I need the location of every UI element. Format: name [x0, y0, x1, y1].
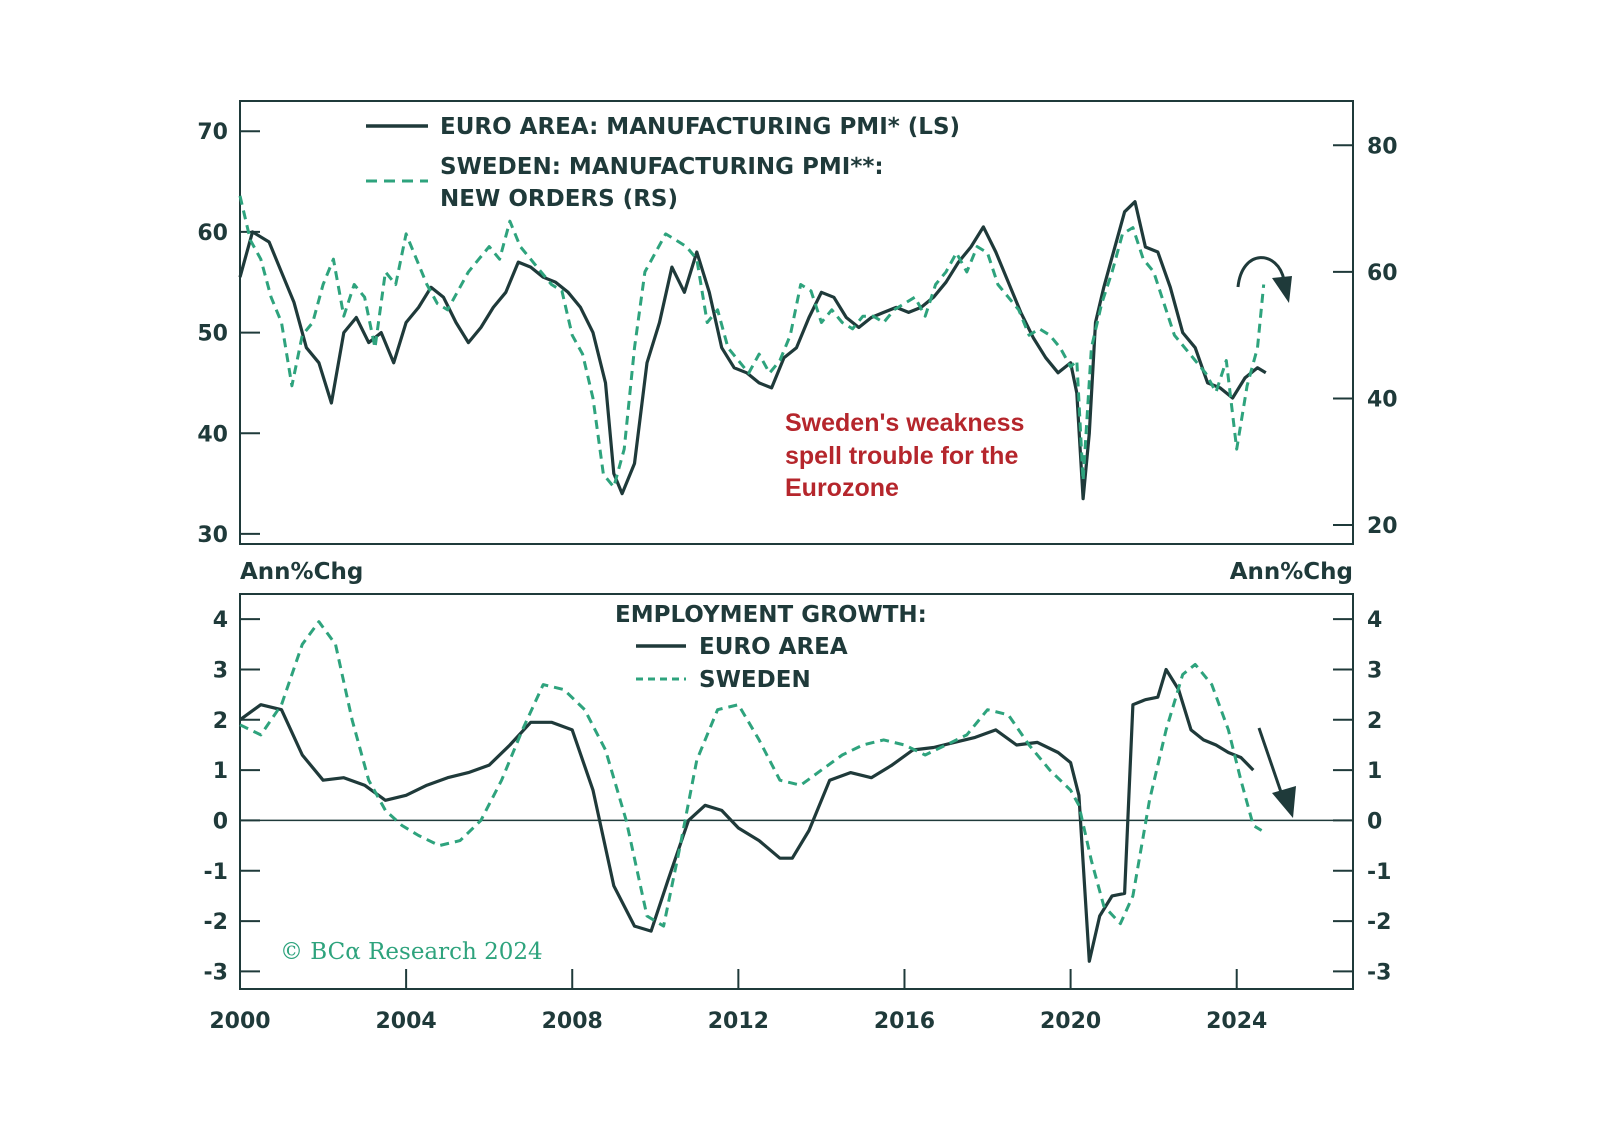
left-tick-label: -1 [204, 860, 228, 885]
right-tick-label: 20 [1367, 514, 1398, 539]
top-legend: EURO AREA: MANUFACTURING PMI* (LS) SWEDE… [366, 114, 960, 212]
curved-down-arrow-icon [1236, 256, 1292, 303]
left-tick-label: -2 [204, 910, 228, 935]
left-tick-label: 2 [213, 709, 228, 734]
top-panel-ticks: 70 60 50 40 30 80 60 40 20 [197, 120, 1397, 548]
bottom-panel-ticks: 4 4 3 3 2 2 1 1 0 0 -1 -1 -2 -2 -3 -3 2000 2004 2008 2012 20… [204, 608, 1392, 1034]
bottom-panel-frame [239, 593, 1354, 990]
legend-label-euro-pmi: EURO AREA: MANUFACTURING PMI* (LS) [440, 114, 960, 140]
down-arrow-icon [1257, 727, 1296, 818]
series-line-euro-pmi [238, 200, 1267, 501]
x-tick-label: 2020 [1040, 1009, 1101, 1034]
bottom-legend: EMPLOYMENT GROWTH: EURO AREA SWEDEN [615, 602, 927, 693]
legend-label-sweden-pmi-line2: NEW ORDERS (RS) [440, 186, 678, 212]
right-tick-label: 1 [1367, 759, 1382, 784]
x-tick-label: 2024 [1206, 1009, 1267, 1034]
left-tick-label: 4 [213, 608, 228, 633]
copyright-notice: © BCα Research 2024 [280, 939, 543, 965]
left-tick-label: 60 [197, 221, 228, 246]
left-tick-label: 30 [197, 523, 228, 548]
right-tick-label: -2 [1367, 910, 1391, 935]
unit-label-left: Ann%Chg [240, 559, 363, 585]
top-panel: 70 60 50 40 30 80 60 40 20 EURO AREA: MANUFACTUR… [197, 100, 1398, 548]
bottom-panel: Ann%Chg Ann%Chg 4 4 3 3 2 2 1 1 0 0 -1 -1 -2 -2 -3 -3 20… [204, 559, 1392, 1034]
annotation-line-3: Eurozone [785, 474, 899, 502]
left-tick-label: -3 [204, 960, 228, 985]
annotation-text: Sweden's weakness spell trouble for the … [785, 409, 1024, 502]
series-line-sweden-pmi [238, 195, 1266, 489]
left-tick-label: 1 [213, 759, 228, 784]
legend-title-employment: EMPLOYMENT GROWTH: [615, 602, 927, 628]
series-line-euro-employment [239, 667, 1255, 963]
right-tick-label: 3 [1367, 658, 1382, 683]
x-tick-label: 2000 [209, 1009, 270, 1034]
left-tick-label: 3 [213, 658, 228, 683]
annotation-line-1: Sweden's weakness [785, 409, 1024, 437]
legend-label-euro-employment: EURO AREA [699, 634, 848, 660]
right-tick-label: 4 [1367, 608, 1382, 633]
right-tick-label: -1 [1367, 860, 1391, 885]
top-panel-frame [239, 100, 1354, 545]
legend-label-sweden-pmi-line1: SWEDEN: MANUFACTURING PMI**: [440, 154, 884, 180]
left-tick-label: 0 [213, 809, 228, 834]
series-line-sweden-employment [239, 620, 1263, 928]
unit-label-right: Ann%Chg [1230, 559, 1353, 585]
right-tick-label: -3 [1367, 960, 1391, 985]
x-tick-label: 2012 [708, 1009, 769, 1034]
right-tick-label: 60 [1367, 261, 1398, 286]
left-tick-label: 40 [197, 422, 228, 447]
x-tick-label: 2016 [874, 1009, 935, 1034]
annotation-line-2: spell trouble for the [785, 442, 1018, 470]
left-tick-label: 70 [197, 120, 228, 145]
bottom-panel-series [239, 620, 1263, 963]
x-tick-label: 2004 [376, 1009, 437, 1034]
top-panel-series [238, 195, 1267, 501]
right-tick-label: 80 [1367, 134, 1398, 159]
legend-label-sweden-employment: SWEDEN [699, 667, 811, 693]
left-tick-label: 50 [197, 322, 228, 347]
right-tick-label: 0 [1367, 809, 1382, 834]
right-tick-label: 2 [1367, 709, 1382, 734]
x-tick-label: 2008 [542, 1009, 603, 1034]
right-tick-label: 40 [1367, 387, 1398, 412]
